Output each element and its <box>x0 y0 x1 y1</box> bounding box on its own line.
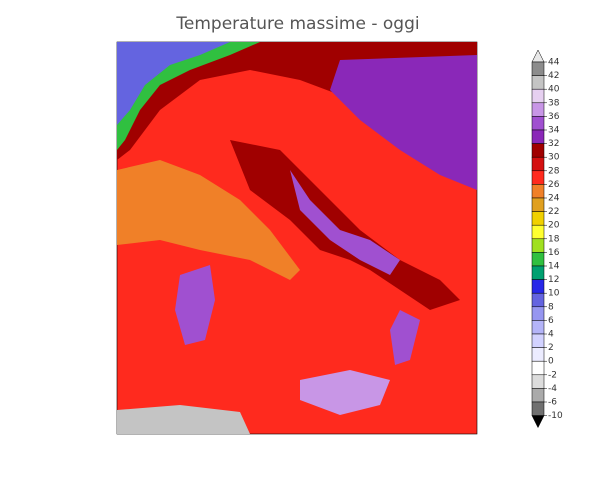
colorbar-band <box>531 224 545 240</box>
east-hot <box>330 55 477 190</box>
calabria <box>390 310 420 365</box>
colorbar-label: -6 <box>548 398 557 408</box>
colorbar-label: 26 <box>548 180 560 190</box>
colorbar-label: -4 <box>548 384 557 394</box>
colorbar-band <box>531 265 545 280</box>
colorbar-band <box>531 252 545 267</box>
colorbar-label: 16 <box>548 248 560 258</box>
colorbar-band <box>531 102 545 117</box>
colorbar-label: 24 <box>548 194 560 204</box>
colorbar-label: 8 <box>548 302 554 312</box>
colorbar-band <box>531 306 545 321</box>
colorbar-label: 38 <box>548 98 560 108</box>
sicily <box>300 370 390 415</box>
colorbar-band <box>531 292 545 308</box>
colorbar-top-arrow <box>531 49 545 63</box>
colorbar-bottom-arrow <box>531 415 545 429</box>
colorbar-band <box>531 333 545 348</box>
colorbar-band <box>531 184 545 199</box>
colorbar-band <box>531 61 545 76</box>
colorbar-band <box>531 143 545 158</box>
colorbar-label: 14 <box>548 262 560 272</box>
colorbar-label: 10 <box>548 289 560 299</box>
alps-cold <box>117 42 230 125</box>
map-title: Temperature massime - oggi <box>175 14 419 34</box>
colorbar-band <box>531 156 545 172</box>
colorbar-label: 22 <box>548 207 559 217</box>
colorbar-band <box>531 88 545 104</box>
colorbar-label: 0 <box>548 357 554 367</box>
colorbar-band <box>531 116 545 131</box>
colorbar-band <box>531 170 545 185</box>
colorbar-band <box>531 211 545 226</box>
africa-coast <box>117 405 250 434</box>
colorbar-label: 40 <box>548 85 560 95</box>
colorbar-band <box>531 129 545 144</box>
sardinia <box>175 265 215 345</box>
temperature-map <box>116 41 478 435</box>
colorbar-band <box>531 374 545 389</box>
colorbar-label: 6 <box>548 316 554 326</box>
colorbar-band <box>531 279 545 294</box>
colorbar-label: 32 <box>548 139 559 149</box>
colorbar-band <box>531 320 545 335</box>
colorbar-band <box>531 388 545 403</box>
colorbar-band <box>531 360 545 376</box>
colorbar-band <box>531 197 545 212</box>
colorbar-band <box>531 401 545 416</box>
colorbar-label: 30 <box>548 153 560 163</box>
colorbar-label: 18 <box>548 234 560 244</box>
colorbar-band <box>531 347 545 362</box>
colorbar-label: 4 <box>548 330 554 340</box>
colorbar-label: 34 <box>548 126 560 136</box>
apennine-hot <box>290 170 400 275</box>
colorbar-label: 44 <box>548 58 560 68</box>
colorbar-label: 20 <box>548 221 560 231</box>
colorbar-label: 36 <box>548 112 560 122</box>
colorbar-label: 42 <box>548 71 559 81</box>
colorbar-band <box>531 75 545 90</box>
colorbar-label: 2 <box>548 343 554 353</box>
colorbar-band <box>531 238 545 253</box>
peninsula-hot <box>230 140 460 310</box>
colorbar-label: -10 <box>548 411 563 421</box>
colorbar-label: 12 <box>548 275 559 285</box>
colorbar-label: 28 <box>548 166 560 176</box>
colorbar-label: -2 <box>548 370 557 380</box>
colorbar: 4442403836343230282624222018161412108642… <box>531 49 563 429</box>
tyrrhenian-warm <box>117 160 300 280</box>
